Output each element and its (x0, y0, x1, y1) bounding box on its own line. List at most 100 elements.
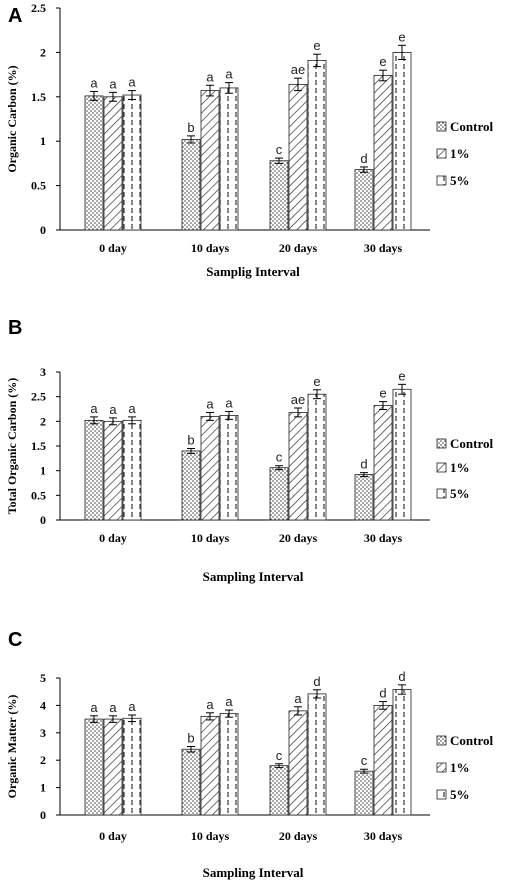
significance-label: a (206, 396, 214, 411)
bar (288, 412, 308, 521)
bar (392, 388, 412, 521)
x-category-label: 10 days (191, 241, 230, 255)
y-axis-label: Organic Carbon (%) (5, 65, 19, 172)
y-tick-label: 1 (40, 781, 46, 795)
bar (354, 770, 374, 816)
significance-label: c (276, 142, 283, 157)
legend-swatch (436, 121, 447, 132)
y-tick-label: 0.5 (31, 179, 46, 193)
y-tick-label: 2 (40, 753, 46, 767)
significance-label: a (225, 67, 233, 82)
panel-letter: A (8, 5, 22, 27)
bar (181, 748, 201, 816)
bar (103, 420, 123, 521)
bar (200, 90, 220, 231)
bar (219, 415, 239, 521)
legend-swatch (436, 462, 447, 473)
x-category-label: 20 days (279, 531, 318, 545)
x-axis-label: Sampling Interval (203, 569, 304, 584)
bar (288, 710, 308, 816)
legend-swatch (436, 762, 447, 773)
y-tick-label: 2 (40, 414, 46, 428)
x-category-label: 20 days (279, 829, 318, 843)
bar (84, 419, 104, 521)
significance-label: e (313, 374, 320, 389)
significance-label: d (360, 457, 367, 472)
y-tick-label: 0.5 (31, 488, 46, 502)
x-category-label: 0 day (99, 241, 127, 255)
y-tick-label: 2.5 (31, 390, 46, 404)
legend-label: 5% (450, 787, 470, 802)
legend-label: 1% (450, 760, 470, 775)
significance-label: a (128, 401, 136, 416)
y-tick-label: 1 (40, 134, 46, 148)
bar (181, 450, 201, 521)
bar (307, 393, 327, 521)
y-tick-label: 3 (40, 365, 46, 379)
legend-label: Control (450, 733, 493, 748)
significance-label: ae (291, 392, 305, 407)
bar (219, 713, 239, 816)
y-tick-label: 0 (40, 808, 46, 822)
significance-label: e (398, 29, 405, 44)
significance-label: a (128, 75, 136, 90)
significance-label: b (187, 432, 194, 447)
significance-label: e (379, 386, 386, 401)
bar (103, 718, 123, 816)
y-tick-label: 1.5 (31, 439, 46, 453)
significance-label: a (225, 694, 233, 709)
significance-label: d (398, 669, 405, 684)
x-category-label: 0 day (99, 829, 127, 843)
y-tick-label: 4 (40, 698, 46, 712)
legend-label: Control (450, 436, 493, 451)
y-tick-label: 5 (40, 671, 46, 685)
x-category-label: 30 days (364, 531, 403, 545)
significance-label: e (379, 54, 386, 69)
legend-label: Control (450, 119, 493, 134)
x-axis-label: Samplig Interval (206, 264, 300, 279)
x-category-label: 30 days (364, 241, 403, 255)
bar (122, 717, 142, 816)
y-tick-label: 0 (40, 223, 46, 237)
x-category-label: 10 days (191, 829, 230, 843)
legend-label: 1% (450, 460, 470, 475)
significance-label: a (128, 699, 136, 714)
bar (373, 75, 393, 231)
significance-label: a (206, 697, 214, 712)
significance-label: e (313, 38, 320, 53)
y-tick-label: 0 (40, 513, 46, 527)
significance-label: d (379, 686, 386, 701)
legend-swatch (436, 735, 447, 746)
panel-letter: C (8, 629, 22, 651)
bar (373, 405, 393, 521)
significance-label: ae (291, 62, 305, 77)
x-category-label: 30 days (364, 829, 403, 843)
x-category-label: 0 day (99, 531, 127, 545)
legend-swatch (436, 488, 447, 499)
significance-label: e (398, 368, 405, 383)
bar (392, 689, 412, 816)
bar (84, 718, 104, 816)
significance-label: a (225, 395, 233, 410)
y-tick-label: 2 (40, 45, 46, 59)
bar (354, 169, 374, 231)
y-tick-label: 3 (40, 726, 46, 740)
bar (84, 95, 104, 231)
bar (392, 52, 412, 231)
y-tick-label: 2.5 (31, 1, 46, 15)
significance-label: a (294, 691, 302, 706)
bar (288, 83, 308, 231)
x-axis-label: Sampling Interval (203, 865, 304, 880)
significance-label: d (360, 151, 367, 166)
legend-swatch (436, 789, 447, 800)
significance-label: b (187, 120, 194, 135)
bar (269, 765, 289, 816)
y-axis-label: Total Organic Carbon (%) (5, 378, 19, 515)
bar (269, 467, 289, 521)
legend-label: 5% (450, 173, 470, 188)
legend-label: 5% (450, 486, 470, 501)
significance-label: a (90, 401, 98, 416)
bar (200, 415, 220, 521)
significance-label: a (90, 75, 98, 90)
